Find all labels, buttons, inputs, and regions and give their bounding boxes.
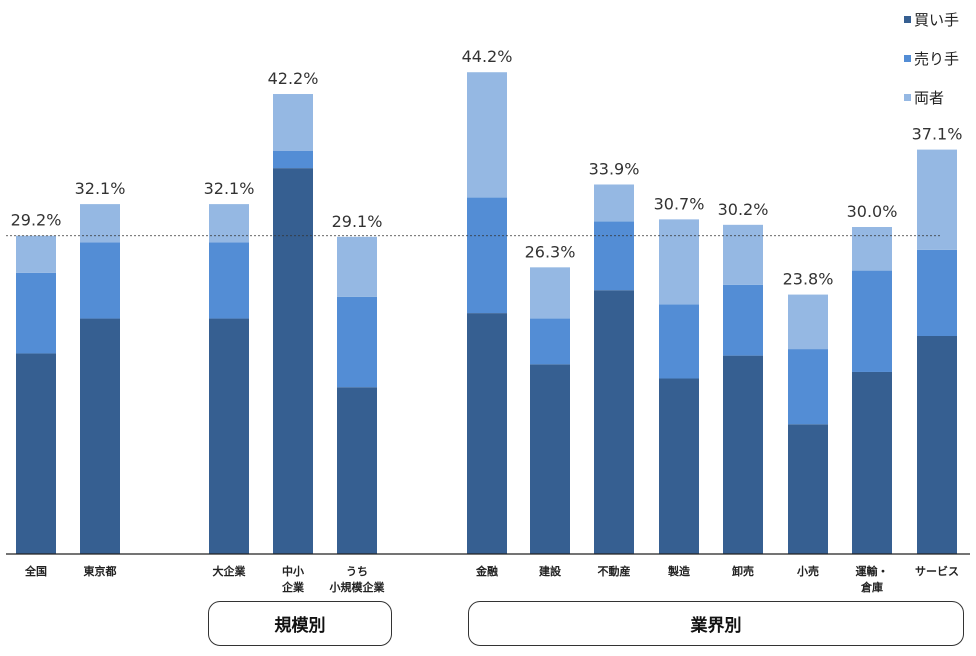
category-label-10: 小売 (796, 564, 819, 578)
bar-segment-8-2 (659, 219, 699, 305)
bar-segment-6-0 (530, 364, 570, 554)
group-label-industry: 業界別 (468, 601, 964, 646)
legend-label-0: 買い手 (914, 11, 959, 29)
bar-segment-1-1 (80, 242, 120, 319)
bar-segment-7-2 (594, 184, 634, 222)
bar-segment-1-0 (80, 318, 120, 554)
bar-segment-2-0 (209, 318, 249, 554)
category-label-6: 建設 (539, 564, 562, 578)
bar-segment-10-0 (788, 424, 828, 554)
total-label-5: 44.2% (462, 47, 513, 66)
bar-segment-0-2 (16, 235, 56, 273)
bar-segment-1-2 (80, 204, 120, 243)
total-label-2: 32.1% (204, 179, 255, 198)
bar-segment-0-0 (16, 353, 56, 554)
legend-swatch-1 (904, 55, 911, 62)
bar-segment-10-1 (788, 349, 828, 425)
bar-segment-8-1 (659, 304, 699, 379)
bar-segment-9-0 (723, 355, 763, 554)
category-label-2: 大企業 (213, 564, 247, 578)
bar-segment-2-1 (209, 242, 249, 319)
bar-segment-3-0 (273, 168, 313, 554)
bar-segment-4-1 (337, 296, 377, 388)
bar-segment-11-2 (852, 227, 892, 271)
legend-label-1: 売り手 (914, 50, 959, 68)
bar-segment-12-2 (917, 149, 957, 250)
bar-segment-2-2 (209, 204, 249, 243)
legend-swatch-0 (904, 16, 911, 23)
category-label-11-0: 運輸・ (856, 564, 889, 578)
stacked-bar-chart: 29.2%全国32.1%東京都32.1%大企業42.2%中小企業29.1%うち小… (6, 11, 970, 594)
bar-segment-3-1 (273, 150, 313, 169)
total-label-7: 33.9% (589, 159, 640, 178)
total-label-11: 30.0% (847, 202, 898, 221)
total-label-10: 23.8% (783, 270, 834, 289)
category-label-4-1: 小規模企業 (329, 580, 386, 594)
category-label-3-0: 中小 (282, 564, 304, 578)
category-label-11-1: 倉庫 (860, 580, 883, 594)
total-label-8: 30.7% (654, 194, 705, 213)
total-label-9: 30.2% (718, 200, 769, 219)
category-label-8: 製造 (667, 564, 691, 578)
total-label-6: 26.3% (525, 242, 576, 261)
bar-segment-4-0 (337, 387, 377, 554)
category-label-5: 金融 (475, 564, 498, 578)
bar-segment-9-1 (723, 284, 763, 356)
bar-segment-11-0 (852, 371, 892, 554)
bar-segment-5-2 (467, 72, 507, 198)
total-label-4: 29.1% (332, 212, 383, 231)
category-label-3-1: 企業 (281, 580, 305, 594)
bar-segment-10-2 (788, 294, 828, 350)
category-label-7: 不動産 (598, 564, 631, 578)
bar-segment-6-1 (530, 318, 570, 365)
bar-segment-8-0 (659, 378, 699, 554)
bar-segment-7-0 (594, 290, 634, 554)
category-label-0: 全国 (24, 564, 47, 578)
category-label-1: 東京都 (84, 564, 117, 578)
bar-segment-6-2 (530, 267, 570, 319)
total-label-12: 37.1% (912, 125, 963, 144)
bar-segment-4-2 (337, 236, 377, 297)
group-label-size: 規模別 (208, 601, 392, 646)
category-label-9: 卸売 (732, 564, 754, 578)
total-label-0: 29.2% (11, 211, 62, 230)
total-label-1: 32.1% (75, 179, 126, 198)
total-label-3: 42.2% (268, 69, 319, 88)
category-label-12: サービス (915, 564, 959, 578)
legend-label-2: 両者 (914, 89, 944, 107)
bar-segment-5-1 (467, 197, 507, 314)
bar-segment-3-2 (273, 94, 313, 151)
bar-segment-9-2 (723, 224, 763, 285)
category-label-4-0: うち (346, 565, 368, 578)
legend-swatch-2 (904, 94, 911, 101)
bar-segment-5-0 (467, 313, 507, 554)
bar-segment-7-1 (594, 221, 634, 291)
bar-segment-0-1 (16, 272, 56, 354)
bar-segment-12-0 (917, 336, 957, 554)
bar-segment-12-1 (917, 249, 957, 336)
bar-segment-11-1 (852, 270, 892, 372)
